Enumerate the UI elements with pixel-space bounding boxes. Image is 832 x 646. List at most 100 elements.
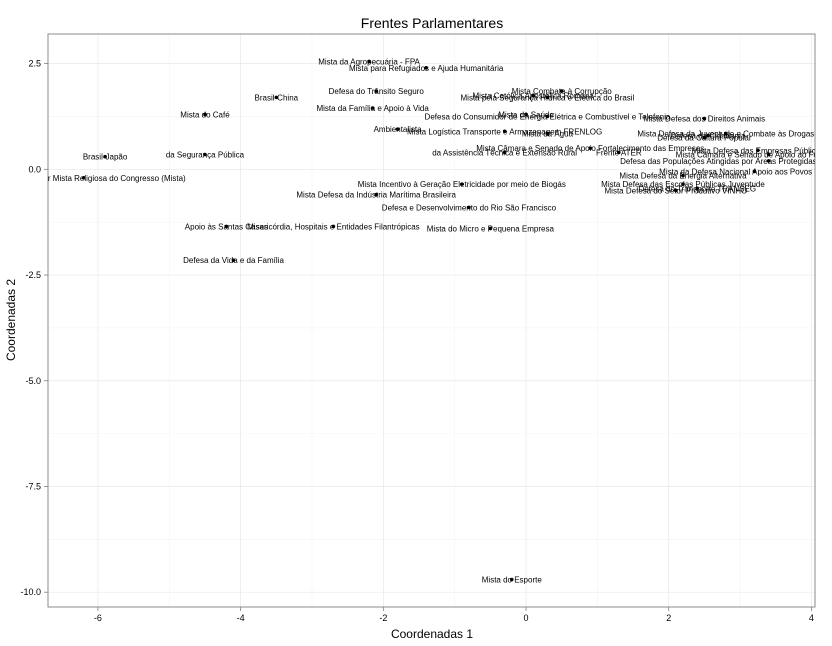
y-tick-label: 2.5: [28, 59, 41, 69]
data-point: [370, 106, 375, 110]
data-point: [588, 146, 593, 150]
data-points: [81, 59, 771, 582]
point-label: Defesa da Cultura Popular: [657, 134, 752, 143]
point-label: Mista da Agropecuária - FPA: [318, 57, 420, 66]
point-label: Mista da Família e Apoio à Vida: [316, 104, 429, 113]
point-label: Mista Defesa do Setor Produtivo VINHO: [605, 186, 748, 195]
point-label: Mista Defesa dos Direitos Animais: [644, 115, 765, 124]
point-label: Mista para Refugiados e Ajuda Humanitári…: [349, 64, 504, 73]
data-point: [524, 112, 528, 117]
point-label: Mista Defesa da Energia Alternativa: [619, 172, 747, 181]
point-label: Mista Defesa das Escolas Públicas Juvent…: [601, 180, 765, 189]
point-label: Misericórdia, Hospitais e Entidades Fila…: [247, 222, 420, 231]
data-point: [424, 66, 428, 70]
point-label: Mista da Água: [522, 129, 574, 138]
y-tick-label: -7.5: [25, 481, 41, 491]
data-point: [702, 135, 707, 140]
point-label: Mista Defesa das Empresas Públicas: [692, 146, 825, 155]
point-label: Mista Defesa da Indústria Marítima Brasi…: [296, 191, 456, 200]
y-axis-label: Coordenadas 2: [4, 279, 18, 361]
data-point: [674, 188, 678, 193]
point-label: da Segurança Pública: [166, 151, 245, 160]
data-point: [766, 152, 771, 157]
point-label: Mista da Defesa Nacional Apoio aos Povos…: [659, 167, 832, 176]
data-point: [502, 129, 507, 134]
point-label: Defesa do Transporte TRANSEG: [638, 184, 756, 193]
point-label: Mista Católica Apostólica Romana: [472, 91, 594, 100]
data-point: [545, 95, 550, 100]
data-point: [331, 224, 336, 229]
data-point: [695, 186, 700, 191]
point-label: Defesa das Populações Atingidas por Área…: [620, 157, 832, 166]
data-point: [467, 205, 471, 210]
x-tick-label: 4: [809, 613, 814, 623]
point-label: Defesa do Consumidor de Energia Elétrica…: [425, 112, 671, 121]
data-point: [224, 224, 229, 229]
point-label: Apoio às Santas Casas: [185, 222, 268, 231]
data-point: [752, 169, 757, 174]
point-label: da Assistência Técnica e Extensão Rural: [432, 148, 577, 157]
point-label: Brasil-Japão: [83, 153, 128, 162]
point-label: Mista da Saúde: [498, 110, 554, 119]
data-point: [395, 127, 400, 131]
point-label: Mista Logística Transporte e Armazenagem…: [407, 127, 602, 136]
data-point: [559, 89, 564, 93]
data-point: [502, 150, 507, 155]
point-label: Mista Combate à Corrupção: [512, 87, 613, 96]
x-tick-label: 0: [524, 613, 529, 623]
point-label: Mista pela Segurança Hídrica e Elétrica …: [461, 93, 635, 102]
data-point: [724, 131, 728, 136]
point-label: Mista Câmara e Senado de Apoio ao Fortal…: [676, 151, 832, 160]
point-label: Frente Parlamentar Mista Religiosa do Co…: [0, 174, 186, 183]
data-point: [531, 93, 535, 98]
point-label: Defesa do Trânsito Seguro: [329, 87, 425, 96]
data-point: [616, 150, 621, 155]
point-label: Ambientalista: [374, 125, 423, 134]
point-label: Defesa e Desenvolvimento do Rio São Fran…: [382, 203, 557, 212]
point-label: Defesa da Cidadania: [671, 131, 746, 140]
x-axis-label: Coordenadas 1: [391, 627, 473, 641]
data-point: [488, 226, 493, 231]
point-label: Mista do Café: [180, 110, 230, 119]
x-tick-label: -6: [94, 613, 102, 623]
data-point: [509, 577, 514, 582]
chart-title: Frentes Parlamentares: [361, 15, 503, 31]
data-point: [756, 148, 760, 153]
data-point: [81, 175, 86, 180]
data-point: [103, 154, 107, 159]
y-tick-label: -10.0: [20, 587, 41, 597]
point-label: Defesa da Vida e da Família: [183, 256, 284, 265]
axis-ticks: -6 -4 -2 0 2 4 2.5 0.0 -2.5 -5.0 -7.5 -10.0: [20, 59, 813, 623]
data-point: [545, 131, 550, 136]
x-tick-label: -2: [379, 613, 387, 623]
data-point: [766, 159, 771, 163]
point-label: Mista Câmara e Senado de Apoio Fortaleci…: [476, 144, 704, 153]
data-point: [460, 182, 464, 186]
y-tick-label: -5.0: [25, 376, 41, 386]
data-point: [231, 258, 236, 263]
data-point: [203, 112, 207, 117]
data-point: [681, 173, 685, 178]
point-label: Mista Incentivo à Geração Eletricidade p…: [358, 180, 566, 189]
data-point: [274, 95, 279, 100]
point-label: Frente ATER: [596, 148, 642, 157]
data-point: [702, 116, 707, 121]
y-tick-label: -2.5: [25, 270, 41, 280]
x-tick-label: -4: [237, 613, 245, 623]
data-point: [681, 182, 685, 186]
data-point: [374, 89, 379, 93]
point-label: Brasil-China: [255, 93, 299, 102]
x-tick-label: 2: [666, 613, 671, 623]
grid: [48, 34, 815, 607]
point-label: Mista do Micro e Pequena Empresa: [427, 225, 555, 234]
data-point: [203, 152, 207, 157]
data-point: [706, 133, 710, 138]
point-label: Mista do Esporte: [482, 576, 543, 585]
data-point: [545, 114, 550, 119]
y-tick-label: 0.0: [28, 164, 41, 174]
point-label: Mista Defesa da Juventude e Combate às D…: [637, 129, 814, 138]
data-point: [367, 59, 371, 64]
